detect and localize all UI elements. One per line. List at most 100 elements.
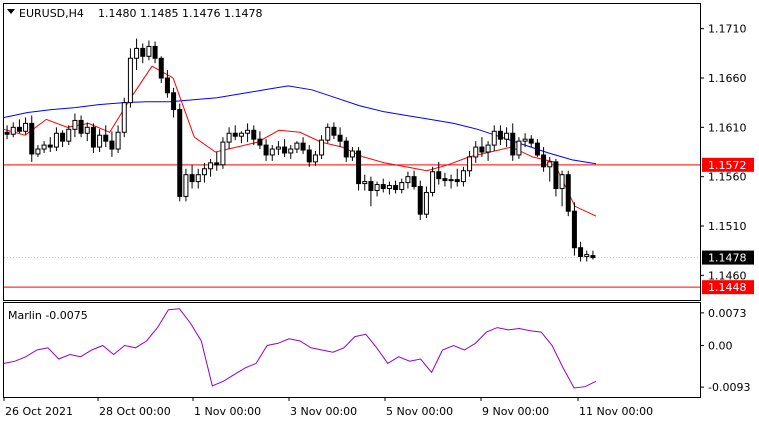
candle-body (417, 186, 423, 215)
candle-body (238, 132, 244, 137)
ohlc-close: 1.1478 (224, 7, 263, 20)
x-tick-label: 3 Nov 00:00 (290, 405, 357, 418)
candle-body (4, 131, 10, 135)
candle-body (146, 45, 152, 57)
candle-body (41, 144, 47, 150)
candle-body (72, 119, 78, 130)
price-badge-label: 1.1572 (708, 159, 747, 172)
candle-body (491, 130, 497, 146)
candle-body (263, 144, 269, 156)
candle-body (257, 138, 263, 146)
candle-body (226, 132, 232, 143)
y-tick-label: 1.1460 (708, 269, 747, 282)
candle-body (232, 132, 238, 137)
candle-body (368, 181, 374, 191)
candle-body (134, 47, 140, 59)
candle-body (16, 126, 22, 132)
candle-body (127, 57, 133, 104)
candle-body (183, 174, 189, 197)
candle-body (47, 144, 53, 148)
candle-body (152, 45, 158, 59)
x-tick-label: 28 Oct 00:00 (99, 405, 171, 418)
candle-body (269, 148, 275, 156)
candle-body (84, 126, 90, 134)
candle-body (164, 77, 170, 94)
osc-tick-label: 0.00 (708, 340, 733, 353)
ohlc-high: 1.1485 (140, 7, 179, 20)
marlin-line (3, 308, 597, 389)
candle-body (448, 179, 454, 182)
x-tick-label: 1 Nov 00:00 (194, 405, 261, 418)
moving-average-line (3, 65, 597, 217)
candle-body (214, 162, 220, 166)
candle-body (306, 149, 312, 163)
candle-body (349, 150, 355, 158)
candle-body (497, 130, 503, 140)
osc-tick-label: 0.0073 (708, 307, 747, 320)
candle-body (374, 184, 380, 191)
candle-body (66, 128, 72, 142)
candle-body (399, 182, 405, 190)
candle-body (275, 146, 281, 150)
candle-body (442, 178, 448, 182)
candle-body (423, 191, 429, 215)
chart-title: EURUSD,H4 (19, 7, 84, 20)
osc-tick-label: -0.0093 (708, 381, 750, 394)
ohlc-open: 1.1480 (98, 7, 137, 20)
candle-body (386, 185, 392, 190)
candle-body (405, 176, 411, 184)
candle-body (121, 102, 127, 133)
candle-body (208, 162, 214, 170)
candle-body (584, 254, 590, 258)
candle-body (282, 146, 288, 154)
candle-body (245, 129, 251, 134)
candle-body (288, 148, 294, 154)
candle-body (158, 57, 164, 79)
y-tick-label: 1.1610 (708, 121, 747, 134)
candle-body (516, 140, 522, 156)
candle-body (479, 146, 485, 153)
candle-body (528, 138, 534, 144)
ohlc-low: 1.1476 (182, 7, 221, 20)
candle-body (115, 131, 121, 150)
candle-body (29, 122, 35, 155)
candle-body (103, 134, 109, 142)
candle-body (53, 132, 59, 148)
candle-body (393, 185, 399, 190)
candle-body (559, 174, 565, 190)
candle-body (78, 119, 84, 134)
indicator-title: Marlin -0.0075 (8, 309, 88, 322)
candle-body (90, 126, 96, 148)
candle-body (171, 92, 177, 111)
symbol-dropdown-icon[interactable] (7, 9, 15, 14)
candle-body (522, 138, 528, 142)
candle-body (201, 168, 207, 176)
candle-body (467, 156, 473, 172)
y-tick-label: 1.1710 (708, 23, 747, 36)
candle-body (547, 161, 553, 168)
x-tick-label: 9 Nov 00:00 (482, 405, 549, 418)
candle-body (473, 146, 479, 158)
candle-body (565, 174, 571, 212)
candle-body (312, 154, 318, 163)
candle-body (109, 140, 115, 150)
candle-body (380, 184, 386, 190)
candle-body (177, 109, 183, 197)
price-badge-label: 1.1478 (708, 252, 747, 265)
candle-body (460, 170, 466, 183)
candle-body (504, 132, 510, 140)
candle-body (251, 129, 257, 140)
x-tick-label: 26 Oct 2021 (5, 405, 73, 418)
candle-body (534, 142, 540, 156)
candle-body (325, 126, 331, 141)
candle-body (294, 142, 300, 150)
candle-body (97, 134, 103, 148)
candle-body (362, 181, 368, 185)
candle-body (10, 126, 16, 135)
candle-body (571, 210, 577, 249)
candle-body (356, 150, 362, 185)
candle-body (454, 179, 460, 183)
moving-average-line (3, 85, 597, 165)
candle-body (195, 174, 201, 183)
candle-body (331, 126, 337, 136)
